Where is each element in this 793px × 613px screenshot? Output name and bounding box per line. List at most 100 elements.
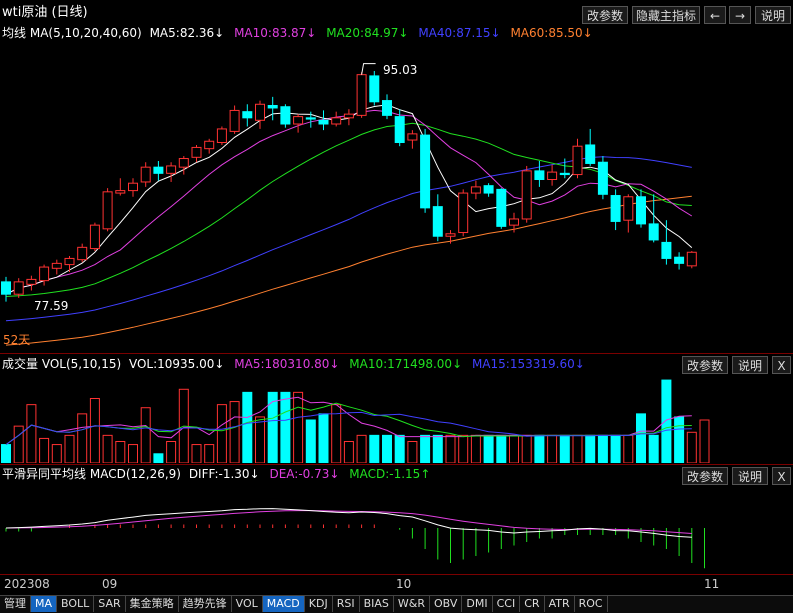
volume-bar [229,401,240,463]
volume-bar [610,434,621,463]
price-chart[interactable] [0,42,793,354]
tab-7[interactable]: MACD [262,596,305,612]
candle-body [483,185,494,194]
ma20-value: MA20:84.97↓ [326,26,409,40]
arrow-right-icon: → [734,9,746,23]
vol-ma10-value: MA10:171498.00↓ [349,357,463,371]
macd-chart[interactable] [0,483,793,573]
window-title: wti原油 (日线) [2,5,88,20]
tab-13[interactable]: DMI [462,596,493,612]
date-label: 10 [396,577,412,591]
volume-bar [559,434,570,463]
vol-explain-button[interactable]: 说明 [732,356,768,374]
candle-body [166,165,177,174]
candle-body [331,117,342,125]
tab-17[interactable]: ROC [575,596,608,612]
candle-body [51,262,62,269]
low-annotation: 77.59 [34,299,69,313]
volume-chart[interactable] [0,373,793,463]
date-axis: 202308 09 10 11 [0,574,793,595]
tab-0[interactable]: 管理 [0,596,31,612]
tab-6[interactable]: VOL [232,596,263,612]
candle-body [547,171,558,181]
volume-bar [470,434,481,463]
candle-body [153,166,164,174]
volume-bar [1,444,11,463]
candle-body [1,281,11,295]
candle-body [343,113,354,119]
candle-body [572,145,583,176]
arrow-left-button[interactable]: ← [704,6,726,24]
macd-value: MACD:-1.15↑ [349,467,431,481]
tab-16[interactable]: ATR [545,596,575,612]
ma-legend-params: MA(5,10,20,40,60) [29,26,142,40]
tab-8[interactable]: KDJ [305,596,333,612]
volume-bar [26,404,37,463]
explain-button[interactable]: 说明 [755,6,791,24]
volume-bar [585,434,596,463]
tab-2[interactable]: BOLL [57,596,95,612]
candle-body [509,218,519,226]
candle-body [77,246,88,261]
date-label: 11 [704,577,720,591]
volume-bar [648,434,659,463]
candle-body [305,117,316,120]
tab-14[interactable]: CCI [493,596,521,612]
volume-bar [343,441,354,463]
macd-params-button[interactable]: 改参数 [682,467,728,485]
candle-body [89,224,100,250]
volume-bar [686,431,697,463]
volume-bar [382,434,392,463]
candle-body [26,278,37,285]
candle-body [128,182,138,192]
tab-15[interactable]: CR [520,596,545,612]
tab-5[interactable]: 趋势先锋 [179,596,232,612]
candle-body [229,109,240,132]
candle-body [470,186,481,194]
candle-body [394,116,405,143]
volume-bar [699,419,710,463]
tab-12[interactable]: OBV [430,596,463,612]
hide-indicator-button[interactable]: 隐藏主指标 [632,6,700,24]
candle-body [559,172,570,176]
volume-bar [115,441,126,463]
volume-bar [661,379,672,463]
volume-bar [547,434,558,463]
candle-body [39,266,50,282]
candle-body [686,251,697,267]
vol-ma15-line [5,411,692,446]
tab-10[interactable]: BIAS [360,596,394,612]
ma40-value: MA40:87.15↓ [418,26,501,40]
volume-bar [458,434,469,463]
candle-body [597,161,608,195]
volume-bar [521,434,532,463]
volume-bar [128,444,138,463]
volume-bar [496,434,507,463]
tab-1[interactable]: MA [31,596,58,612]
candle-body [204,140,215,150]
volume-bar [432,434,443,463]
candle-body [140,166,151,183]
macd-explain-button[interactable]: 说明 [732,467,768,485]
vol-params-button[interactable]: 改参数 [682,356,728,374]
candle-body [369,75,380,103]
macd-close-button[interactable]: X [772,467,791,485]
candle-body [293,116,304,125]
tab-4[interactable]: 集金策略 [126,596,179,612]
tab-3[interactable]: SAR [94,596,126,612]
volume-bar [636,413,646,463]
candle-body [191,146,202,158]
tab-11[interactable]: W&R [394,596,430,612]
ma5-value: MA5:82.36↓ [149,26,225,40]
candle-body [458,192,469,234]
candle-body [445,233,456,237]
params-button[interactable]: 改参数 [582,6,628,24]
arrow-right-button[interactable]: → [729,6,751,24]
vol-close-button[interactable]: X [772,356,791,374]
volume-bar [280,391,291,463]
volume-bar [420,434,431,463]
macd-legend-params: MACD(12,26,9) [89,467,181,481]
candle-body [216,128,227,144]
volume-bar [102,434,113,463]
tab-9[interactable]: RSI [333,596,360,612]
